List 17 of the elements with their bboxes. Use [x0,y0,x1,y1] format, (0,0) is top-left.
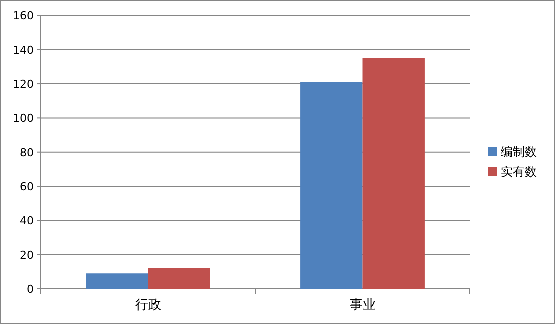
y-tick-label: 40 [20,214,34,228]
y-tick-label: 120 [13,78,34,92]
bar [86,274,148,289]
y-tick-label: 0 [27,283,34,296]
x-tick-label: 事业 [350,298,376,313]
legend-label: 实有数 [501,165,537,179]
x-tick-label: 行政 [135,298,162,313]
y-tick-label: 60 [20,180,34,194]
y-tick-label: 160 [13,10,34,23]
legend-label: 编制数 [501,145,537,159]
bar [148,268,210,289]
bar [300,82,363,289]
y-tick-label: 80 [20,146,34,160]
y-tick-label: 100 [13,112,34,126]
y-tick-label: 140 [13,44,34,57]
bar [362,58,425,289]
y-tick-label: 20 [20,248,34,262]
